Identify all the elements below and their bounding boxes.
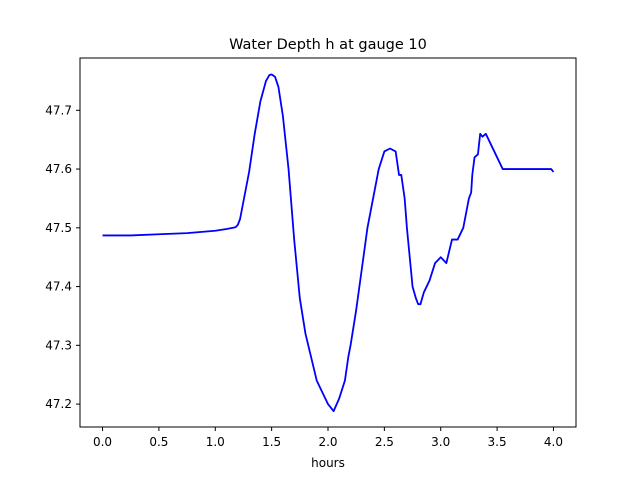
x-tick-label: 2.5 bbox=[375, 435, 394, 449]
y-tick-label: 47.3 bbox=[45, 338, 72, 352]
y-tick-label: 47.7 bbox=[45, 103, 72, 117]
series-line-0 bbox=[102, 73, 555, 413]
x-axis-label: hours bbox=[311, 456, 345, 470]
chart-title: Water Depth h at gauge 10 bbox=[229, 37, 427, 53]
y-tick-label: 47.2 bbox=[45, 397, 72, 411]
x-tick-label: 0.0 bbox=[93, 435, 112, 449]
x-tick-label: 4.0 bbox=[544, 435, 563, 449]
y-axis: 47.2 47.3 47.4 47.5 47.6 47.7 bbox=[45, 103, 80, 411]
x-tick-label: 2.0 bbox=[318, 435, 337, 449]
y-tick-label: 47.4 bbox=[45, 280, 72, 294]
x-tick-label: 1.0 bbox=[206, 435, 225, 449]
x-tick-label: 0.5 bbox=[149, 435, 168, 449]
x-tick-label: 1.5 bbox=[262, 435, 281, 449]
x-axis: 0.0 0.5 1.0 1.5 2.0 2.5 3.0 3.5 4.0 bbox=[93, 427, 563, 449]
y-tick-label: 47.6 bbox=[45, 162, 72, 176]
x-tick-label: 3.0 bbox=[431, 435, 450, 449]
x-tick-label: 3.5 bbox=[488, 435, 507, 449]
y-tick-label: 47.5 bbox=[45, 221, 72, 235]
